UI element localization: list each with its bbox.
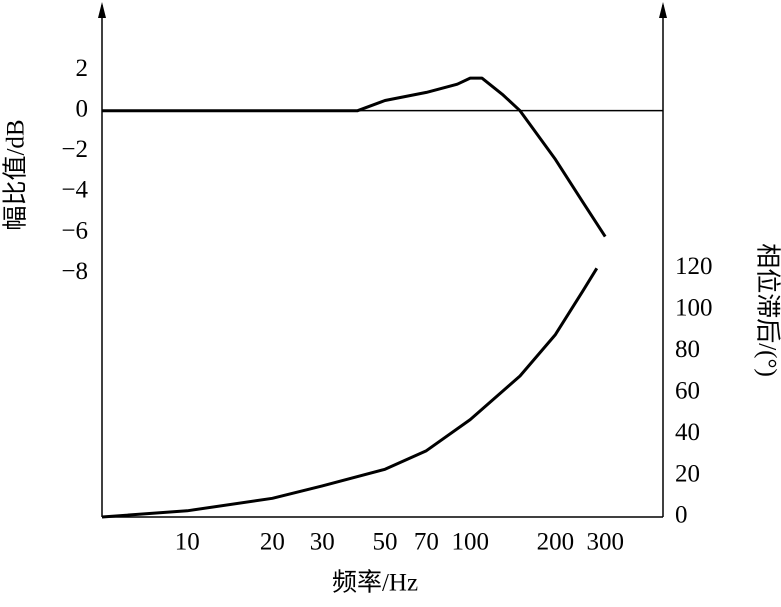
y-axis-label: 幅比值/dB [2,119,30,230]
y2-tick-label: 40 [675,419,700,446]
y-tick-label: −6 [61,217,88,244]
x-axis-label: 频率/Hz [332,569,418,597]
y2-tick-label: 60 [675,377,700,404]
y2-tick-label: 20 [675,460,700,487]
x-tick-label: 300 [586,529,624,556]
y2-tick-label: 80 [675,336,700,363]
y2-tick-label: 100 [675,294,713,321]
x-tick-label: 200 [537,529,575,556]
axis-arrow [659,2,667,18]
y-tick-label: −4 [61,177,88,204]
y-tick-label: −2 [61,136,88,163]
x-tick-label: 50 [373,529,398,556]
y2-tick-label: 0 [675,502,688,529]
y-tick-label: −8 [61,258,88,285]
x-tick-label: 10 [175,529,200,556]
x-tick-label: 20 [260,529,285,556]
data-line [101,267,599,519]
axis-arrow [98,2,106,18]
y2-tick-label: 120 [675,253,713,280]
y2-axis-label: 相位滞后/(°) [753,243,781,377]
x-tick-label: 100 [451,529,489,556]
x-tick-label: 70 [414,529,439,556]
x-tick-label: 30 [310,529,335,556]
y-tick-label: 2 [76,55,89,82]
y-tick-label: 0 [76,95,89,122]
data-line [102,76,607,238]
